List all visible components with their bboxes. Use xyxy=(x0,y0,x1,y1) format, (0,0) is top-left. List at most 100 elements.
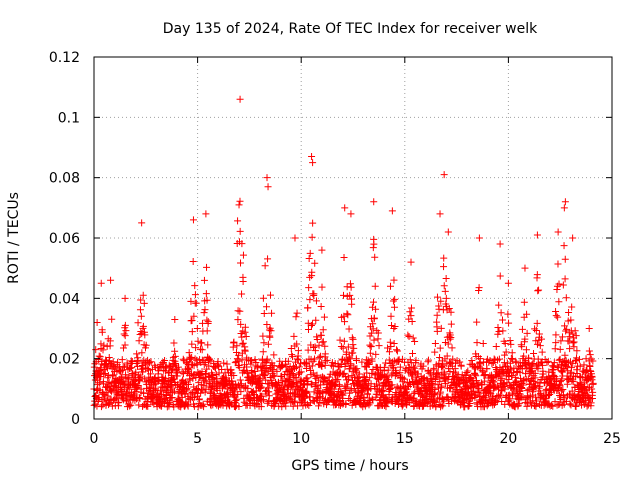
data-point xyxy=(202,378,210,386)
data-point xyxy=(573,366,581,374)
data-point xyxy=(251,367,259,375)
data-point-peak xyxy=(407,258,415,266)
data-point xyxy=(147,370,155,378)
data-point xyxy=(288,380,296,388)
data-point xyxy=(430,389,438,397)
data-point xyxy=(260,310,268,318)
data-point xyxy=(371,282,379,290)
data-point xyxy=(436,344,444,352)
data-point xyxy=(124,375,132,383)
data-point xyxy=(203,296,211,304)
data-point xyxy=(306,296,314,304)
data-point xyxy=(471,371,479,379)
data-point xyxy=(410,402,418,410)
data-point xyxy=(449,355,457,363)
data-point xyxy=(261,366,269,374)
data-point xyxy=(134,319,142,327)
data-point xyxy=(404,331,412,339)
data-point xyxy=(466,400,474,408)
data-point xyxy=(394,392,402,400)
data-point-peak xyxy=(97,279,105,287)
data-point xyxy=(518,343,526,351)
data-point xyxy=(374,335,382,343)
data-point xyxy=(409,395,417,403)
data-point xyxy=(409,363,417,371)
data-point xyxy=(244,384,252,392)
data-point xyxy=(512,357,520,365)
data-point xyxy=(165,402,173,410)
y-tick-label: 0.1 xyxy=(58,110,80,126)
data-point xyxy=(520,298,528,306)
data-point xyxy=(318,338,326,346)
data-point xyxy=(136,306,144,314)
data-point xyxy=(215,363,223,371)
data-point xyxy=(370,336,378,344)
data-point xyxy=(445,305,453,313)
data-point xyxy=(561,351,569,359)
data-point xyxy=(200,382,208,390)
data-point xyxy=(134,357,142,365)
data-point xyxy=(276,357,284,365)
data-point xyxy=(507,340,515,348)
data-point xyxy=(376,366,384,374)
data-point xyxy=(562,294,570,302)
data-point xyxy=(236,197,244,205)
data-point xyxy=(159,387,167,395)
data-point xyxy=(341,385,349,393)
data-point xyxy=(256,375,264,383)
data-point xyxy=(473,339,481,347)
data-point xyxy=(151,373,159,381)
data-point xyxy=(448,344,456,352)
data-point xyxy=(118,356,126,364)
data-point xyxy=(260,339,268,347)
data-point xyxy=(259,332,267,340)
data-point xyxy=(243,363,251,371)
data-point xyxy=(353,356,361,364)
data-point-peak xyxy=(341,204,349,212)
data-point xyxy=(306,249,314,257)
data-point xyxy=(492,342,500,350)
data-point xyxy=(396,363,404,371)
data-point xyxy=(406,356,414,364)
data-point xyxy=(210,374,218,382)
data-point xyxy=(587,399,595,407)
data-point xyxy=(323,356,331,364)
data-point xyxy=(365,360,373,368)
data-point xyxy=(440,368,448,376)
data-point xyxy=(538,335,546,343)
data-point-peak xyxy=(554,228,562,236)
data-point xyxy=(494,323,502,331)
data-point xyxy=(377,400,385,408)
data-point xyxy=(430,364,438,372)
data-point xyxy=(554,313,562,321)
x-axis-label: GPS time / hours xyxy=(291,458,408,474)
data-point xyxy=(191,355,199,363)
data-point xyxy=(368,395,376,403)
data-point xyxy=(122,327,130,335)
x-tick-label: 0 xyxy=(90,431,99,447)
data-point-peak xyxy=(121,294,129,302)
data-point xyxy=(563,380,571,388)
data-point xyxy=(498,316,506,324)
data-point xyxy=(431,348,439,356)
data-point xyxy=(559,386,567,394)
data-point xyxy=(203,327,211,335)
data-point xyxy=(535,384,543,392)
data-point xyxy=(539,370,547,378)
data-point xyxy=(173,369,181,377)
data-point xyxy=(495,328,503,336)
data-point xyxy=(403,399,411,407)
data-point xyxy=(292,313,300,321)
data-point xyxy=(488,376,496,384)
data-point xyxy=(392,370,400,378)
data-point xyxy=(317,303,325,311)
data-point xyxy=(303,374,311,382)
data-point xyxy=(121,321,129,329)
data-point xyxy=(372,305,380,313)
data-point xyxy=(557,376,565,384)
data-point xyxy=(138,349,146,357)
data-point xyxy=(317,331,325,339)
data-point xyxy=(580,361,588,369)
data-point xyxy=(264,368,272,376)
